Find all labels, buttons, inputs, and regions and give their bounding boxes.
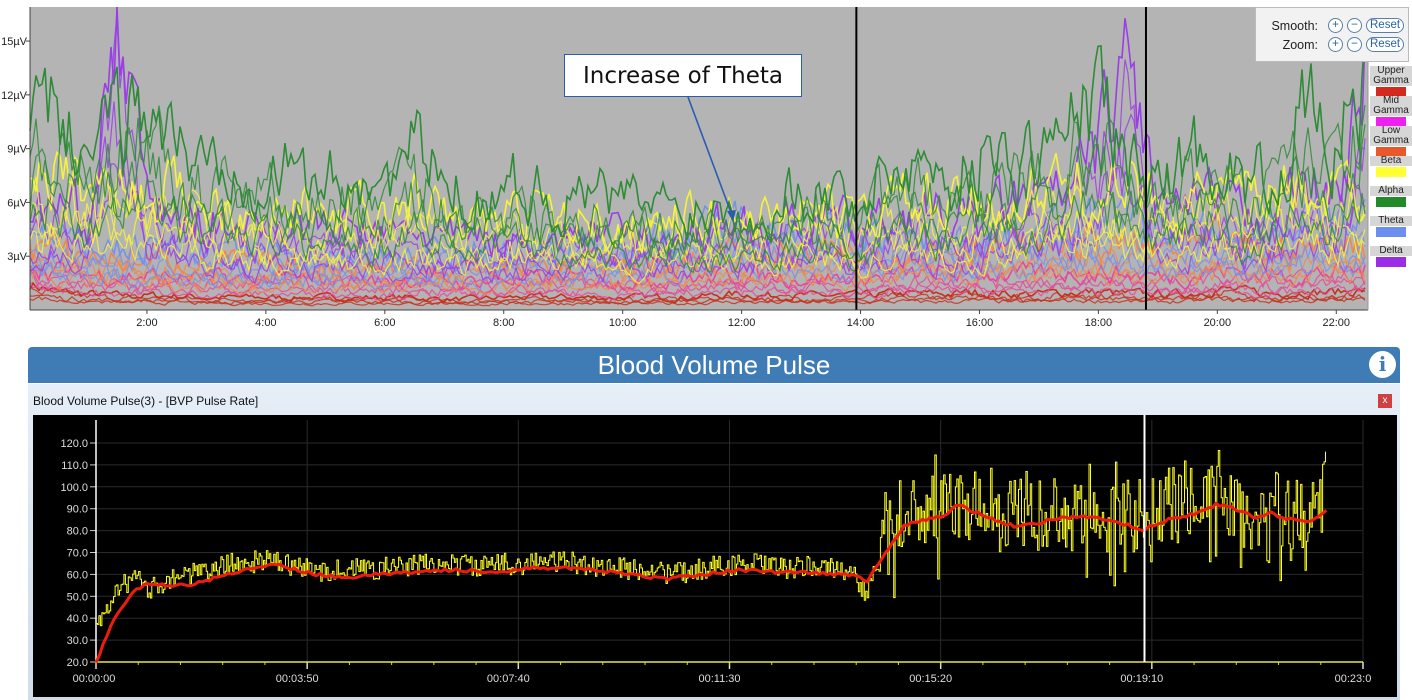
eeg-band-chart: 3µV 6µV 9µV 12µV 15µV 2:00 4:00 6:00 8:00 10:00 12…	[1, 6, 1369, 329]
zoom-reset-button[interactable]: Reset	[1366, 37, 1405, 52]
legend-swatch	[1376, 227, 1406, 237]
legend-item-theta[interactable]: Theta	[1370, 216, 1412, 246]
series-line-beta	[29, 202, 1366, 276]
x-tick-label: 18:00	[1085, 317, 1113, 329]
series-line-low-gamma	[29, 264, 1366, 296]
zoom-minus-button[interactable]: −	[1347, 37, 1362, 52]
legend-item-upper-gamma[interactable]: Upper Gamma	[1370, 66, 1412, 97]
bvp-panel-title: Blood Volume Pulse	[597, 350, 831, 380]
series-line-low-gamma	[29, 251, 1366, 292]
legend-label: Theta	[1370, 216, 1412, 226]
y-tick-label: 3µV	[7, 251, 27, 263]
series-line-beta	[29, 150, 1366, 254]
series-line-alpha	[29, 35, 1366, 244]
series-line-mid-gamma	[29, 265, 1366, 294]
legend-label: Mid Gamma	[1370, 96, 1412, 116]
bvp-window: Blood Volume Pulse(3) - [BVP Pulse Rate]…	[28, 384, 1400, 700]
eeg-legend: Upper Gamma Mid Gamma Low Gamma Beta Alpha Theta…	[1370, 66, 1412, 276]
series-line-delta	[29, 101, 1366, 280]
y-tick-label: 12µV	[1, 90, 28, 102]
bvp-panel-header: Blood Volume Pulse i	[28, 347, 1400, 383]
legend-item-delta[interactable]: Delta	[1370, 246, 1412, 276]
legend-item-alpha[interactable]: Alpha	[1370, 186, 1412, 216]
theta-annotation: Increase of Theta	[564, 54, 802, 97]
eeg-controls-panel: Smooth: + − Reset Zoom: + − Reset	[1255, 7, 1409, 62]
series-line-mid-gamma	[29, 280, 1366, 301]
x-tick-label: 16:00	[966, 317, 994, 329]
x-tick-label: 2:00	[136, 317, 157, 329]
legend-swatch	[1376, 147, 1406, 157]
x-tick-label: 14:00	[847, 317, 875, 329]
smooth-reset-button[interactable]: Reset	[1366, 18, 1405, 33]
legend-label: Low Gamma	[1370, 126, 1412, 146]
series-line-theta	[29, 213, 1366, 277]
y-tick-label: 9µV	[7, 144, 27, 156]
zoom-plus-button[interactable]: +	[1328, 37, 1343, 52]
legend-swatch	[1376, 87, 1406, 97]
x-tick-label: 4:00	[255, 317, 276, 329]
legend-swatch	[1376, 167, 1406, 177]
x-tick-label: 6:00	[374, 317, 395, 329]
series-line-upper-gamma	[29, 295, 1366, 307]
annotation-arrow	[687, 96, 734, 219]
legend-label: Alpha	[1370, 186, 1412, 196]
annotation-arrowhead	[727, 210, 736, 222]
x-tick-label: 12:00	[728, 317, 756, 329]
y-tick-label: 6µV	[7, 197, 27, 209]
legend-item-mid-gamma[interactable]: Mid Gamma	[1370, 96, 1412, 127]
legend-item-low-gamma[interactable]: Low Gamma	[1370, 126, 1412, 157]
x-tick-label: 10:00	[609, 317, 637, 329]
legend-swatch	[1376, 197, 1406, 207]
legend-swatch	[1376, 117, 1406, 127]
series-line-alpha	[29, 104, 1366, 252]
legend-label: Upper Gamma	[1370, 66, 1412, 86]
series-line-upper-gamma	[29, 293, 1366, 306]
legend-item-beta[interactable]: Beta	[1370, 156, 1412, 186]
legend-label: Delta	[1370, 246, 1412, 256]
legend-label: Beta	[1370, 156, 1412, 166]
legend-swatch	[1376, 257, 1406, 267]
info-icon[interactable]: i	[1369, 351, 1396, 378]
smooth-plus-button[interactable]: +	[1328, 18, 1343, 33]
series-line-alpha	[29, 178, 1366, 274]
x-tick-label: 22:00	[1323, 317, 1351, 329]
smooth-minus-button[interactable]: −	[1347, 18, 1362, 33]
smooth-controls: Smooth: + − Reset	[1264, 18, 1405, 33]
x-tick-label: 8:00	[493, 317, 514, 329]
x-tick-label: 20:00	[1204, 317, 1232, 329]
bvp-window-title: Blood Volume Pulse(3) - [BVP Pulse Rate]	[33, 394, 259, 408]
y-tick-label: 15µV	[1, 36, 28, 48]
series-line-delta	[29, 162, 1366, 285]
zoom-controls: Zoom: + − Reset	[1264, 37, 1405, 52]
series-line-alpha	[29, 124, 1366, 269]
smooth-label: Smooth:	[1271, 18, 1318, 33]
series-group	[29, 6, 1366, 307]
zoom-label: Zoom:	[1282, 37, 1318, 52]
close-button[interactable]: x	[1378, 394, 1392, 408]
